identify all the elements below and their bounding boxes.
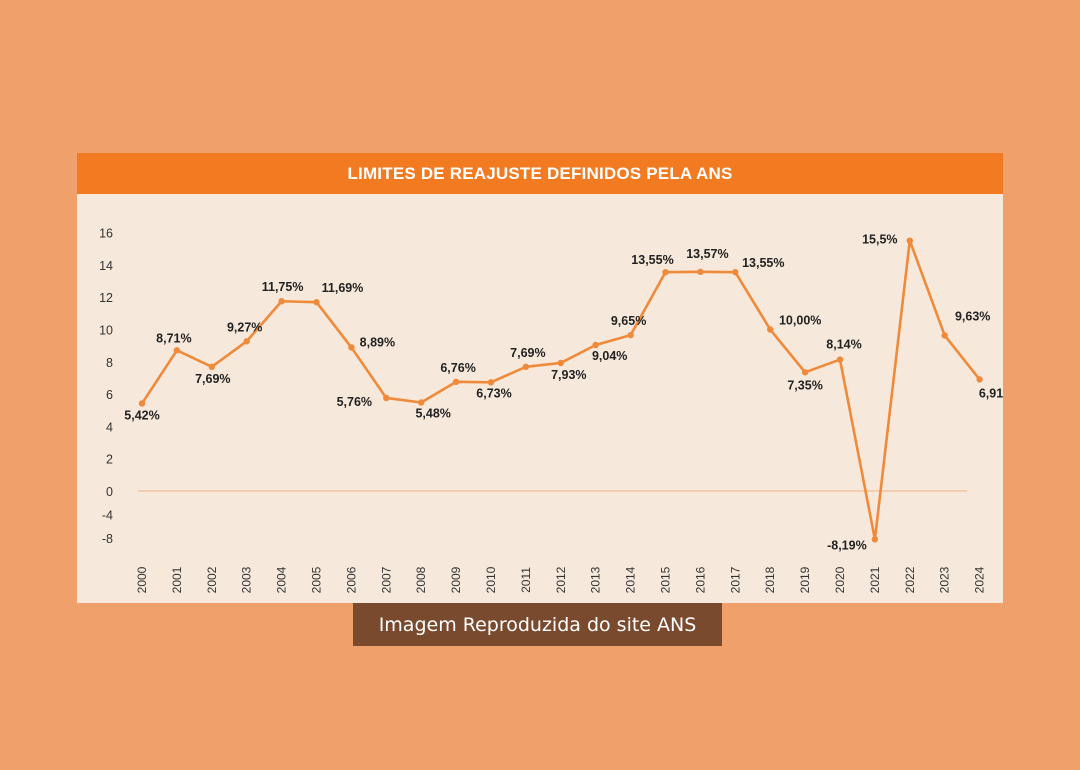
x-tick-label: 2024 [973,566,987,593]
data-label: 15,5% [862,233,897,247]
data-label: 9,27% [227,320,262,334]
data-point [383,394,390,402]
data-label: -8,19% [827,538,867,552]
x-tick-label: 2004 [275,566,289,593]
data-label: 7,69% [510,346,545,360]
x-tick-label: 2015 [659,566,673,593]
data-point [941,332,948,339]
data-label: 10,00% [779,314,821,328]
x-tick-label: 2016 [693,566,707,593]
x-tick-label: 2005 [310,566,324,593]
x-tick-label: 2022 [903,566,917,593]
data-label: 7,69% [195,372,230,386]
data-label: 11,75% [262,280,304,294]
data-point [592,341,599,349]
x-tick-label: 2007 [379,566,393,593]
data-point [452,378,460,386]
x-tick-label: 2006 [344,566,358,593]
data-label: 6,91% [979,386,1003,400]
x-tick-label: 2023 [938,566,952,593]
y-tick-label: 16 [99,227,113,241]
y-tick-label: -4 [102,509,113,523]
x-tick-label: 2019 [798,566,812,593]
y-tick-label: 4 [106,420,113,434]
data-label: 8,71% [156,331,191,345]
data-point [278,298,285,305]
data-point [697,268,704,276]
data-label: 8,89% [360,335,395,349]
y-tick-label: 14 [99,259,113,273]
x-tick-label: 2002 [205,566,219,593]
x-tick-label: 2010 [484,566,498,593]
x-tick-label: 2014 [624,566,638,593]
data-label: 13,55% [742,256,784,270]
data-label: 7,35% [787,378,822,392]
data-point [138,400,146,407]
chart-card: LIMITES DE REAJUSTE DEFINIDOS PELA ANS 1… [77,153,1003,603]
data-point [313,299,320,306]
y-tick-label: 6 [106,388,113,402]
x-tick-label: 2008 [414,566,428,593]
x-tick-label: 2000 [135,566,149,593]
x-tick-label: 2012 [554,566,568,593]
data-point [871,536,879,543]
data-point [522,363,530,371]
data-label: 9,65% [611,314,646,328]
line-chart: 16 14 12 10 8 6 4 2 0 -4 -8 2000 2001 2002 2003 2004 200… [99,227,1003,594]
x-tick-label: 2011 [519,567,533,593]
data-point [173,347,181,354]
data-label: 5,42% [124,408,159,422]
y-tick-label: 12 [99,291,113,305]
data-point [557,359,564,367]
data-label: 5,48% [415,406,450,420]
data-point [348,344,355,351]
image-caption: Imagem Reproduzida do site ANS [353,603,722,646]
data-point [487,379,495,386]
data-label: 5,76% [337,395,372,409]
x-tick-label: 2003 [240,566,254,593]
data-label: 9,04% [592,349,627,363]
chart-title: LIMITES DE REAJUSTE DEFINIDOS PELA ANS [77,153,1003,194]
data-label: 13,57% [686,247,728,261]
data-point [906,237,913,244]
y-tick-label: 10 [99,324,113,338]
data-point [732,268,739,276]
data-label: 6,73% [476,386,511,400]
data-point [767,326,774,333]
y-tick-label: 0 [106,485,113,499]
y-tick-label: 2 [106,453,113,467]
x-tick-label: 2020 [833,566,847,593]
data-point [243,338,250,345]
y-tick-label: 8 [106,356,113,370]
x-tick-label: 2009 [449,566,463,593]
data-point [662,268,669,276]
data-point [836,356,844,363]
data-label: 6,76% [440,361,475,375]
data-point [627,331,634,339]
data-label: 11,69% [322,281,364,295]
data-label: 7,93% [551,368,586,382]
x-tick-label: 2013 [589,566,603,593]
x-tick-label: 2017 [728,566,742,593]
x-tick-label: 2021 [868,566,882,593]
data-label: 9,63% [955,309,990,323]
data-point [976,376,983,383]
data-point [418,399,425,406]
data-point [208,363,215,371]
data-label: 8,14% [826,338,861,352]
x-tick-label: 2018 [763,566,777,593]
data-point [801,369,809,376]
data-label: 13,55% [631,253,673,267]
y-tick-label: -8 [102,532,113,546]
x-tick-label: 2001 [170,566,184,593]
